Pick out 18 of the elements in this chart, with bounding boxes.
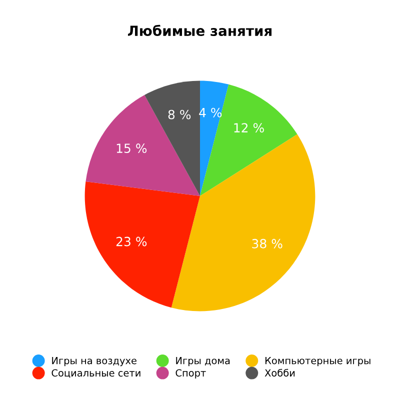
data-label: 38 % <box>252 238 282 248</box>
pie-slice <box>200 80 229 196</box>
data-label: 8 % <box>168 110 191 120</box>
chart-title: Любимые занятия <box>128 24 272 36</box>
legend-label: Компьютерные игры <box>265 357 370 366</box>
pie-slice <box>84 182 200 308</box>
legend-label: Игры дома <box>176 357 230 366</box>
pie-slice <box>171 134 316 312</box>
pie-slice <box>200 84 298 196</box>
pie-slice <box>86 95 200 196</box>
legend-label: Игры на воздухе <box>52 357 136 366</box>
legend-label: Хобби <box>264 368 295 377</box>
data-label: 15 % <box>116 144 147 154</box>
data-label: 12 % <box>234 123 264 133</box>
pie-slice <box>144 80 200 196</box>
legend-label: Спорт <box>176 369 206 378</box>
legend-label: Социальные сети <box>52 369 140 378</box>
data-label: 23 % <box>116 236 147 246</box>
